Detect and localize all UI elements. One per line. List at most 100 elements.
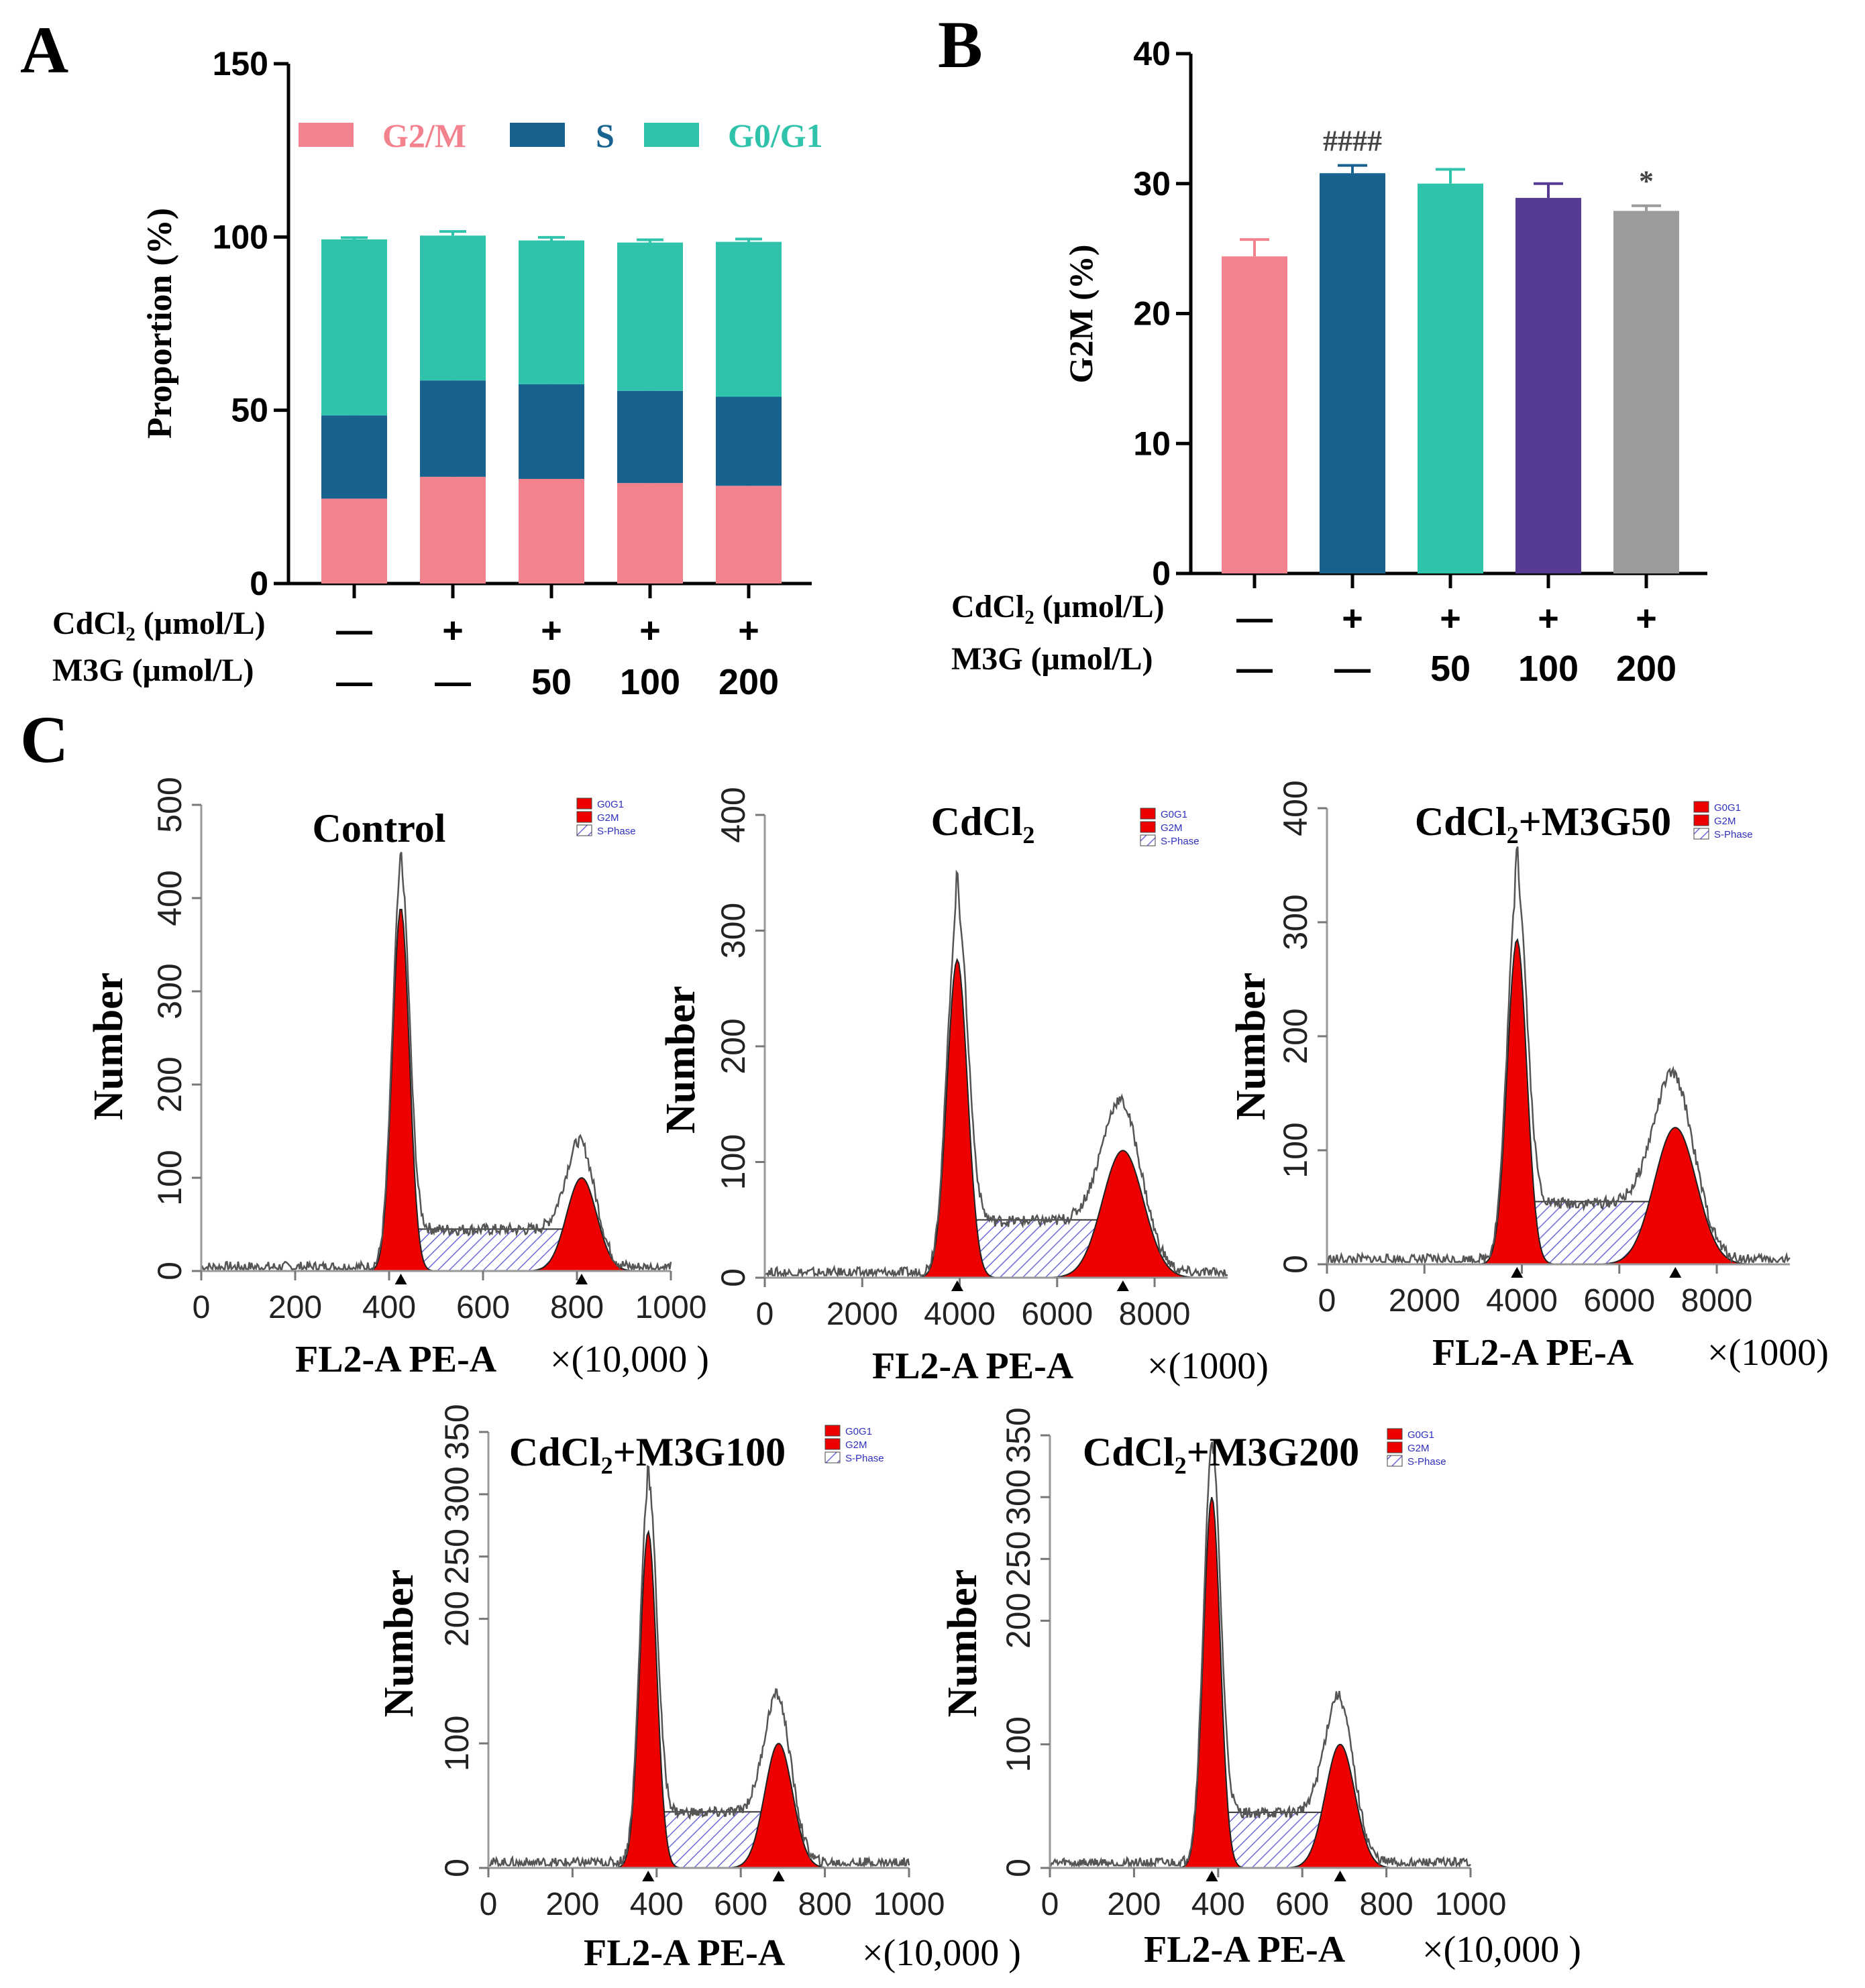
a-m3g-value: — (435, 662, 471, 702)
a-row-label-m3g: M3G (μmol/L) (52, 653, 254, 688)
c-x-axis-unit: ×(10,000 ) (862, 1932, 1021, 1974)
chart-a: 0 50 100 150 Proportion (%) — — + — +50 +100 +200 Cd… (52, 45, 823, 702)
a-cdcl2-value: + (639, 610, 661, 651)
c-legend-swatch (576, 797, 592, 810)
c-y-tick-label: 500 (151, 777, 189, 832)
c-x-tick-label: 600 (714, 1887, 767, 1922)
c-peak-marker (394, 1274, 407, 1284)
c-x-tick-label: 0 (1041, 1887, 1059, 1922)
c-y-tick-label: 300 (714, 903, 752, 958)
c-x-tick-label: 6000 (1583, 1283, 1655, 1319)
a-bar-s (420, 380, 486, 477)
b-cdcl2-value: + (1636, 598, 1657, 639)
c-legend-label: S-Phase (845, 1453, 884, 1464)
a-bar-s (716, 396, 782, 486)
a-legend-label: G0/G1 (728, 117, 823, 154)
c-x-tick-label: 4000 (924, 1296, 996, 1332)
c-legend-swatch (576, 824, 592, 836)
a-bar-g2m (716, 486, 782, 584)
c-legend-label: G2M (1714, 816, 1736, 827)
c-legend-swatch (1387, 1455, 1403, 1467)
a-bar-g2m (519, 478, 584, 584)
c-y-tick-label: 200 (714, 1018, 752, 1074)
a-bar-g0g1 (321, 239, 387, 416)
c-x-tick-label: 800 (550, 1290, 604, 1325)
c-x-tick-label: 200 (1107, 1887, 1161, 1922)
a-cdcl2-value: + (541, 610, 562, 651)
c-y-tick-label: 400 (1277, 780, 1314, 836)
c-x-axis-unit: ×(1000) (1707, 1332, 1829, 1374)
c-legend-label: G0G1 (845, 1426, 872, 1437)
c-legend-label: G0G1 (1161, 809, 1187, 820)
raw-histogram-outline (1326, 846, 1791, 1266)
b-bar (1515, 198, 1581, 573)
c-legend-swatch (824, 1425, 841, 1437)
b-bar (1613, 211, 1679, 573)
c-x-tick-label: 800 (1360, 1887, 1414, 1922)
c-y-tick-label: 200 (1000, 1593, 1037, 1649)
c-peak-marker (1206, 1871, 1218, 1881)
c-y-tick-label: 0 (151, 1262, 189, 1280)
c-x-axis-label: FL2-A PE-A (872, 1345, 1074, 1387)
c-y-axis-label: Number (376, 1569, 422, 1717)
c-x-tick-label: 200 (268, 1290, 322, 1325)
c-x-tick-label: 600 (1275, 1887, 1329, 1922)
c-y-tick-label: 100 (151, 1150, 189, 1205)
b-m3g-value: 200 (1616, 649, 1676, 689)
b-significance-mark: * (1639, 165, 1654, 198)
c-peak-marker (951, 1280, 963, 1291)
c-y-tick-label: 100 (1277, 1122, 1314, 1178)
chart-b: 0 10 20 30 40 G2M (%) — — #### + — +50 +100 * +200 CdCl… (951, 35, 1707, 689)
g0g1-peak (201, 909, 671, 1272)
c-x-tick-label: 200 (545, 1887, 599, 1922)
c-legend-swatch (1693, 814, 1709, 826)
raw-histogram-outline (1049, 1441, 1471, 1869)
c-x-tick-label: 800 (798, 1887, 852, 1922)
histogram-panel: 0 100 200 300 400 500 0 200 400 600 800 1000 Control… (86, 777, 709, 1380)
c-x-tick-label: 0 (480, 1887, 498, 1922)
c-x-tick-label: 400 (1191, 1887, 1245, 1922)
c-x-tick-label: 1000 (635, 1290, 707, 1325)
a-m3g-value: 200 (718, 662, 779, 702)
c-legend-swatch (576, 811, 592, 823)
c-y-tick-label: 400 (714, 787, 752, 842)
c-legend-label: G2M (1407, 1443, 1430, 1454)
c-x-tick-label: 4000 (1486, 1283, 1558, 1319)
b-bar (1222, 256, 1287, 573)
histogram-panel: 0 100 200 250 300 350 0 200 400 600 800 1000 CdCl₂+M… (940, 1407, 1581, 1971)
c-y-tick-label: 300 (1000, 1469, 1037, 1525)
c-x-tick-label: 1000 (873, 1887, 945, 1922)
c-x-axis-label: FL2-A PE-A (1144, 1929, 1346, 1971)
c-x-tick-label: 400 (630, 1887, 684, 1922)
b-cdcl2-value: + (1538, 598, 1559, 639)
b-cdcl2-value: + (1342, 598, 1363, 639)
c-y-tick-label: 0 (714, 1268, 752, 1287)
a-y-axis-label: Proportion (%) (141, 208, 179, 439)
c-x-axis-unit: ×(10,000 ) (550, 1339, 709, 1380)
a-m3g-value: 50 (531, 662, 572, 702)
c-x-axis-unit: ×(10,000 ) (1422, 1929, 1581, 1971)
c-legend-swatch (824, 1451, 841, 1464)
c-legend-label: S-Phase (1714, 829, 1753, 840)
c-legend-label: G0G1 (1407, 1429, 1434, 1441)
b-y-tick-label: 40 (1133, 35, 1171, 72)
c-y-tick-label: 300 (438, 1466, 476, 1522)
b-significance-mark: #### (1323, 125, 1382, 158)
b-row-label-m3g: M3G (μmol/L) (951, 641, 1153, 677)
c-legend-swatch (1140, 821, 1156, 833)
c-panel-title: Control (313, 806, 446, 850)
c-x-tick-label: 2000 (827, 1296, 898, 1332)
raw-histogram-outline (763, 869, 1228, 1279)
raw-histogram-outline (488, 1465, 910, 1869)
c-x-axis-label: FL2-A PE-A (584, 1932, 786, 1974)
c-panel-title: CdCl₂+M3G200 (1083, 1430, 1359, 1474)
c-panel-title: CdCl₂+M3G100 (509, 1430, 786, 1474)
c-y-tick-label: 0 (438, 1859, 476, 1877)
a-legend-label: S (596, 117, 615, 154)
c-x-tick-label: 0 (1318, 1283, 1336, 1319)
a-m3g-value: 100 (620, 662, 680, 702)
c-y-tick-label: 100 (714, 1134, 752, 1190)
